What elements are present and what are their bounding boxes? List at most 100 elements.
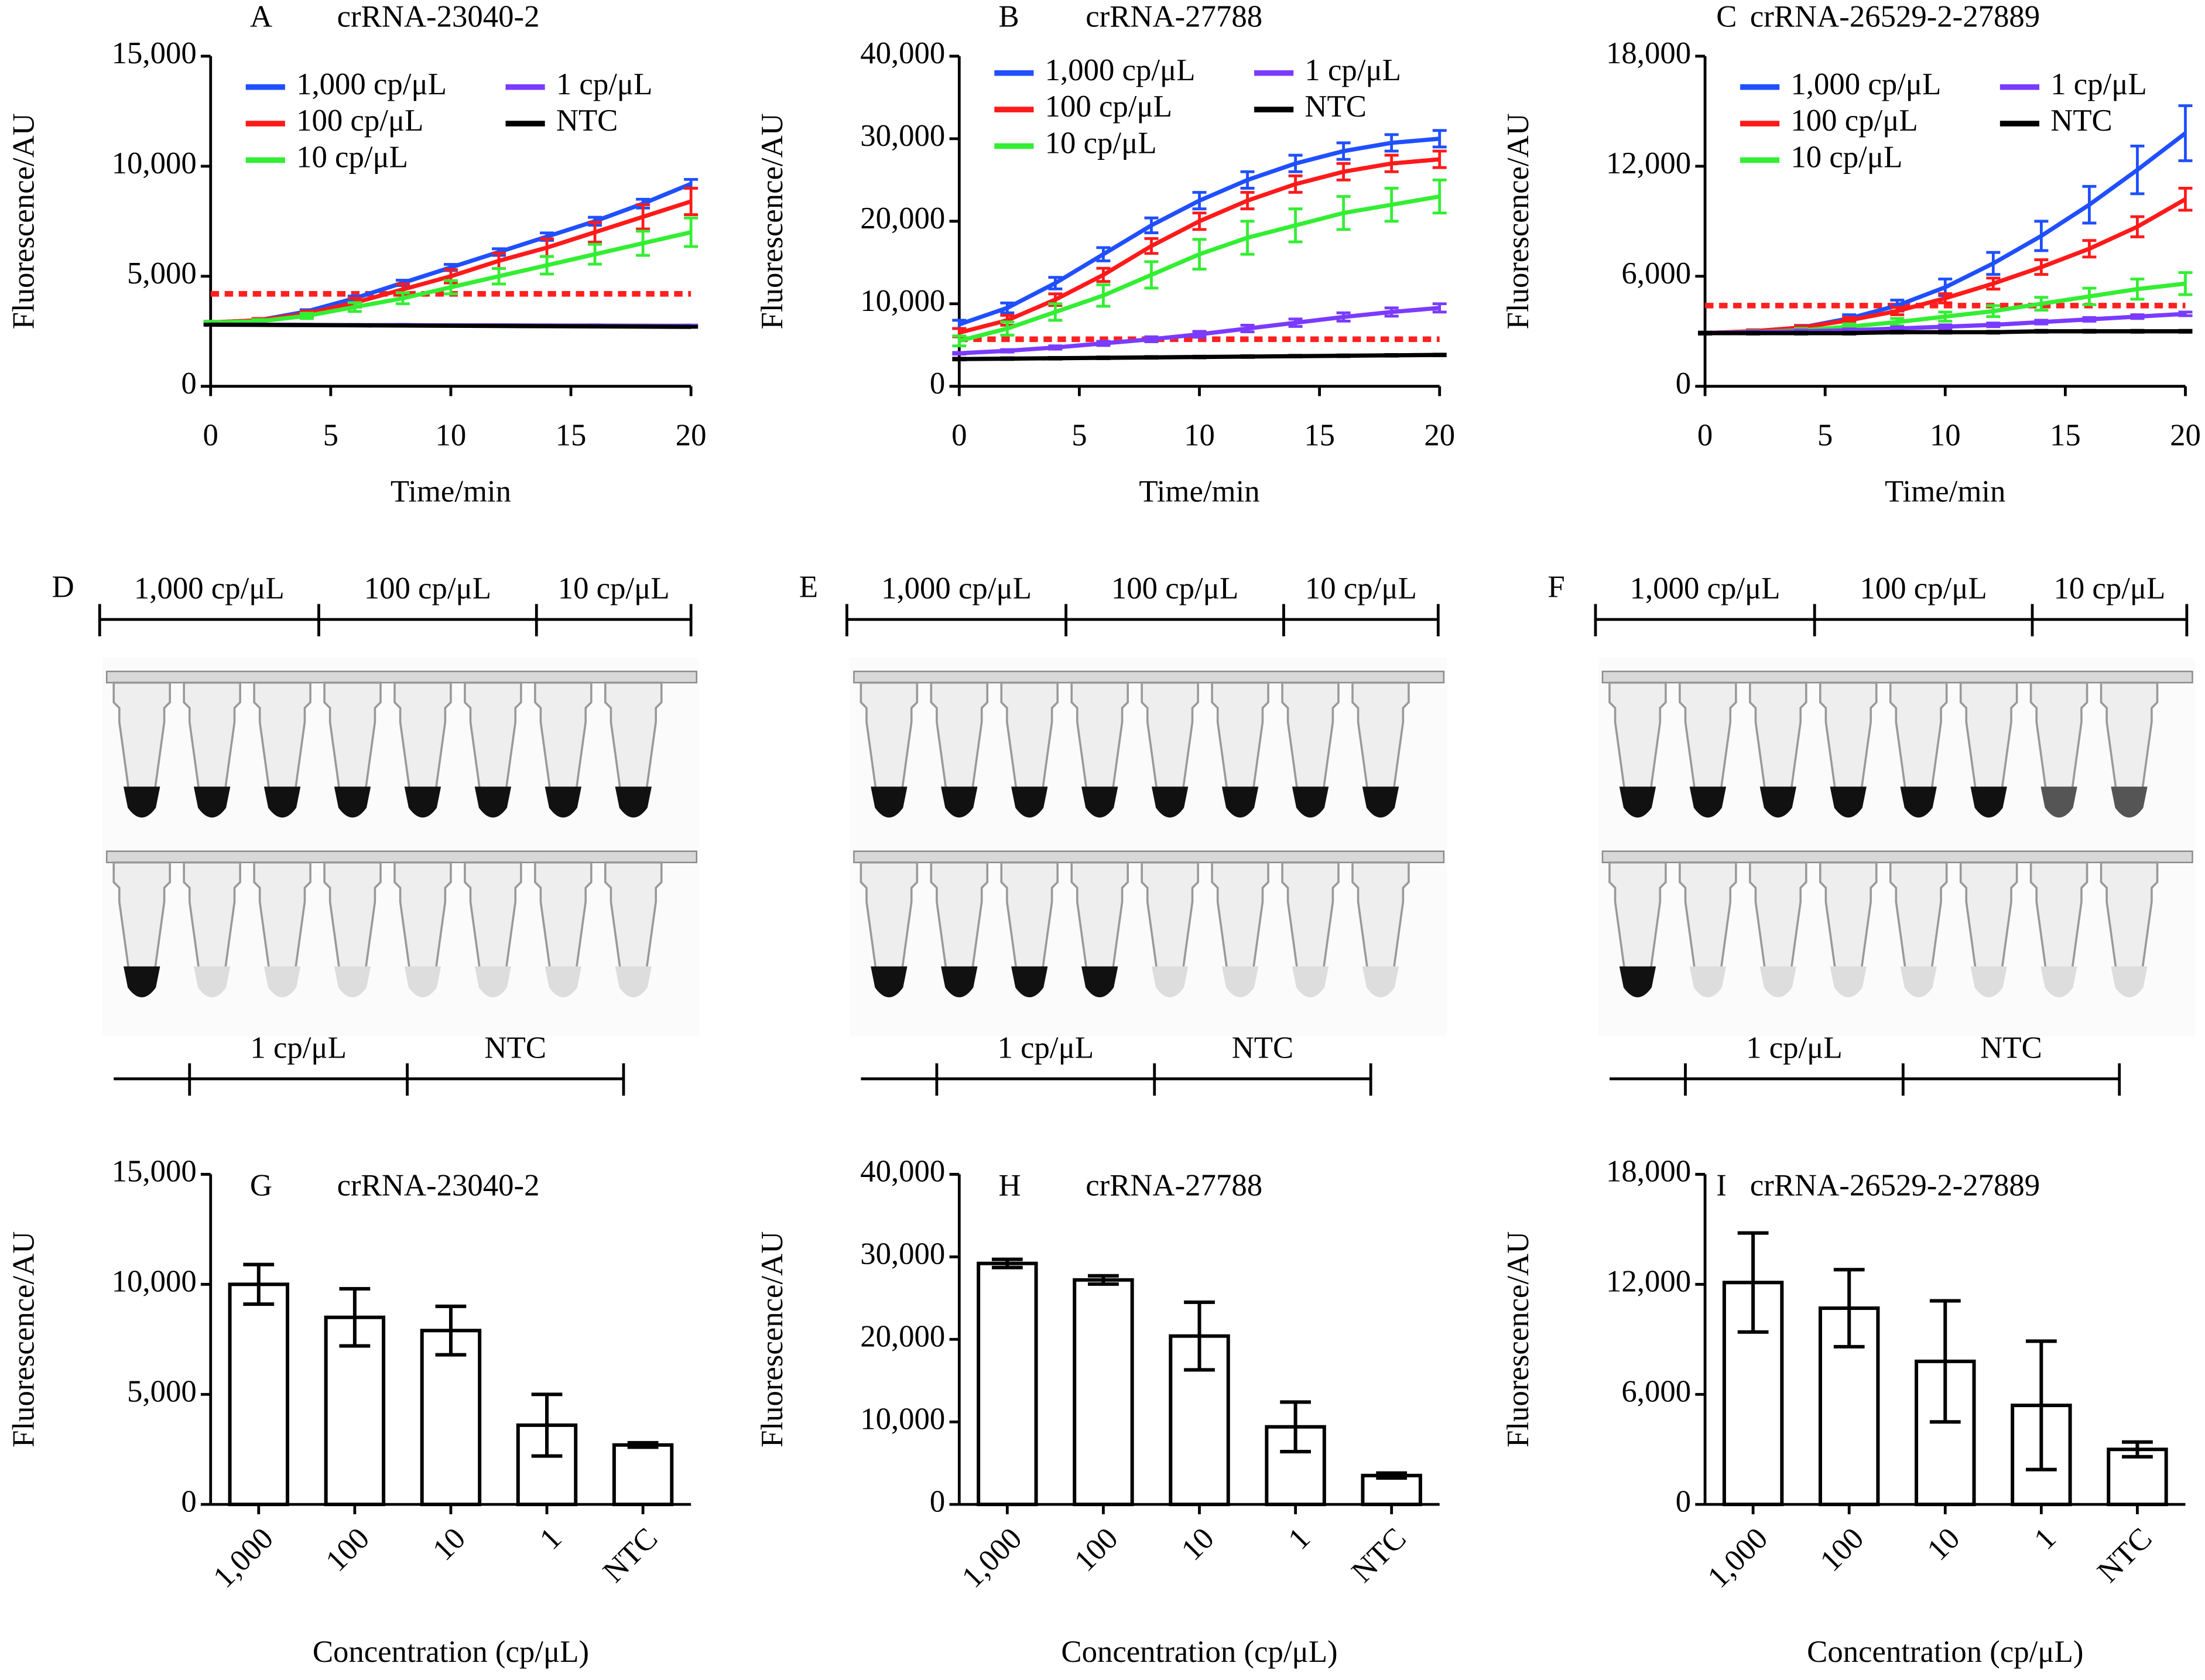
error-bar: [1000, 320, 1015, 337]
y-tick-label: 0: [930, 367, 945, 401]
error-bar: [1240, 191, 1255, 211]
error-bar: [952, 334, 967, 348]
error-bar: [1890, 306, 1905, 316]
tube-fill: [1292, 966, 1329, 998]
y-tick-label: 6,000: [1621, 256, 1691, 290]
error-bar: [347, 301, 362, 313]
error-bar: [2082, 329, 2097, 334]
x-tick-label: 100: [319, 1521, 376, 1578]
error-bar: [2130, 313, 2145, 320]
x-tick-label: 10: [1184, 419, 1215, 453]
error-bar: [2034, 329, 2049, 334]
legend-label: 1 cp/μL: [1304, 53, 1401, 87]
x-tick-label: 5: [323, 419, 338, 453]
error-bar: [1288, 207, 1303, 244]
legend-label: NTC: [556, 104, 618, 138]
panel-letter: C: [1716, 0, 1737, 34]
group-label: 10 cp/μL: [558, 572, 670, 605]
error-bar: [1986, 276, 2001, 291]
error-bar: [1288, 317, 1303, 328]
error-bar: [1794, 330, 1809, 336]
tube-fill: [1221, 966, 1259, 998]
error-bar: [1192, 211, 1207, 231]
chart-title: crRNA-27788: [1086, 0, 1262, 34]
tube-fill: [2040, 786, 2077, 818]
tube-strip: [1601, 670, 2193, 684]
x-tick-label: 10: [1175, 1521, 1220, 1567]
error-bar: [251, 323, 266, 327]
y-tick-label: 10,000: [112, 1264, 197, 1298]
group-label: 10 cp/μL: [1305, 572, 1417, 605]
error-bar: [1144, 237, 1159, 255]
x-tick-label: 10: [1930, 419, 1961, 453]
y-tick-label: 20,000: [860, 1319, 945, 1353]
error-bar: [2034, 258, 2049, 276]
error-bar: [588, 324, 602, 329]
y-tick-label: 0: [930, 1484, 945, 1518]
legend-label: 1,000 cp/μL: [296, 67, 447, 101]
tube-fill: [1292, 786, 1329, 818]
legend-label: NTC: [2050, 104, 2112, 138]
x-tick-label: 15: [2050, 419, 2081, 453]
error-bar: [1000, 301, 1015, 314]
error-bar: [1192, 238, 1207, 271]
tube-fill: [615, 966, 652, 998]
error-bar: [1384, 306, 1399, 318]
error-bar: [540, 324, 554, 329]
group-label: 10 cp/μL: [2053, 572, 2165, 605]
y-axis-label: Fluorescence/AU: [7, 113, 41, 329]
error-bar: [531, 1392, 563, 1458]
error-bar: [952, 357, 967, 361]
tube-fill: [1011, 786, 1048, 818]
error-bar: [1048, 302, 1063, 322]
panel-letter: F: [1547, 570, 1564, 604]
error-bar: [1096, 340, 1111, 347]
tube-fill: [1151, 786, 1189, 818]
error-bar: [2025, 1339, 2057, 1472]
tube-fill: [545, 966, 582, 998]
x-tick-label: 100: [1068, 1521, 1125, 1578]
error-bar: [491, 267, 506, 286]
group-label: 100 cp/μL: [364, 572, 491, 605]
tube-fill: [1151, 966, 1189, 998]
tube-fill: [193, 966, 231, 998]
y-axis-label: Fluorescence/AU: [755, 113, 789, 329]
tube-fill: [1221, 786, 1259, 818]
x-tick-label: NTC: [1345, 1521, 1413, 1589]
panel-letter: A: [250, 0, 272, 34]
panel-letter: H: [998, 1169, 1021, 1203]
error-bar: [1890, 330, 1905, 335]
error-bar: [1096, 266, 1111, 283]
error-bar: [1929, 1299, 1961, 1424]
tube-fill: [871, 786, 908, 818]
error-bar: [1384, 133, 1399, 153]
y-tick-label: 30,000: [860, 1237, 945, 1271]
x-tick-label: 1: [1282, 1521, 1317, 1556]
legend-label: 100 cp/μL: [296, 104, 423, 138]
error-bar: [1144, 216, 1159, 234]
error-bar: [2178, 187, 2193, 212]
legend-label: 1 cp/μL: [556, 67, 653, 101]
legend-label: NTC: [1304, 90, 1367, 124]
tube-fill: [871, 966, 908, 998]
error-bar: [2082, 239, 2097, 259]
group-label: 1,000 cp/μL: [881, 572, 1032, 605]
error-bar: [1240, 354, 1255, 359]
error-bar: [2034, 296, 2049, 312]
x-tick-label: 1: [533, 1521, 569, 1556]
error-bar: [2082, 316, 2097, 323]
tube-fill: [1362, 966, 1399, 998]
error-bar: [2130, 278, 2145, 301]
x-axis-label: Time/min: [1885, 474, 2005, 508]
error-bar: [1192, 354, 1207, 360]
tube-fill: [1081, 786, 1118, 818]
series-line: [210, 182, 692, 325]
error-bar: [299, 312, 314, 320]
tube-fill: [1689, 966, 1727, 998]
error-bar: [1192, 191, 1207, 211]
x-tick-label: 100: [1813, 1521, 1870, 1578]
error-bar: [1000, 348, 1015, 354]
x-tick-label: 20: [2170, 419, 2201, 453]
x-tick-label: NTC: [2091, 1521, 2159, 1589]
bar: [977, 1261, 1038, 1507]
